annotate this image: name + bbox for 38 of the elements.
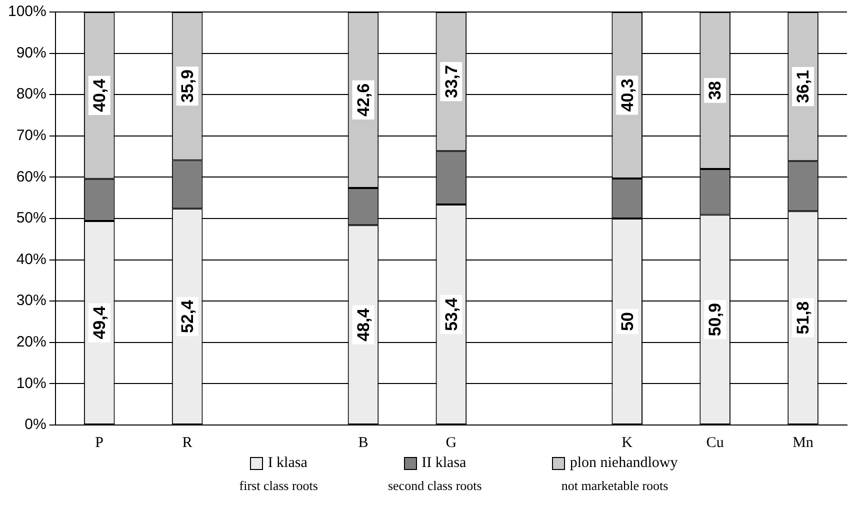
text: first class roots <box>239 478 318 494</box>
data-label: 51,8 <box>794 301 813 334</box>
data-label: 48,4 <box>354 308 373 342</box>
y-tick-label: 10% <box>16 374 46 392</box>
x-tick-label: P <box>95 434 104 451</box>
x-tick-label: B <box>358 434 368 451</box>
y-tick-label: 50% <box>16 210 46 227</box>
data-label: 49,4 <box>90 306 110 340</box>
legend-label: I klasa <box>268 455 308 472</box>
data-label: 33,7 <box>442 65 461 98</box>
legend-label: II klasa <box>422 455 466 472</box>
x-tick-label: G <box>446 434 457 451</box>
y-tick-label: 40% <box>16 250 46 268</box>
y-tick-label: 0% <box>24 416 46 434</box>
y-tick-label: 60% <box>16 168 46 186</box>
data-label: 38 <box>706 81 725 100</box>
y-tick-label: 80% <box>16 86 46 103</box>
data-label: 36,1 <box>794 70 813 104</box>
x-tick-label: Mn <box>792 434 814 451</box>
x-tick-label: K <box>622 434 633 451</box>
y-tick-label: 20% <box>16 334 46 351</box>
data-label: 35,9 <box>178 70 197 103</box>
text: second class roots <box>388 478 482 494</box>
data-label: 52,4 <box>178 299 197 334</box>
y-tick-label: 100% <box>8 3 46 20</box>
data-label: 50,9 <box>706 303 725 336</box>
y-tick-label: 30% <box>16 292 46 310</box>
y-tick-label: 90% <box>16 44 46 62</box>
data-label: 40,4 <box>90 78 110 112</box>
data-label: 50 <box>618 312 637 331</box>
data-label: 42,6 <box>354 83 373 117</box>
x-tick-label: Cu <box>706 434 724 451</box>
data-label: 40,3 <box>618 78 637 112</box>
x-tick-label: R <box>182 434 192 451</box>
y-tick-label: 70% <box>16 127 46 144</box>
data-label: 53,4 <box>442 297 461 332</box>
legend-label: plon niehandlowy <box>570 455 678 472</box>
text: not marketable roots <box>561 478 668 494</box>
